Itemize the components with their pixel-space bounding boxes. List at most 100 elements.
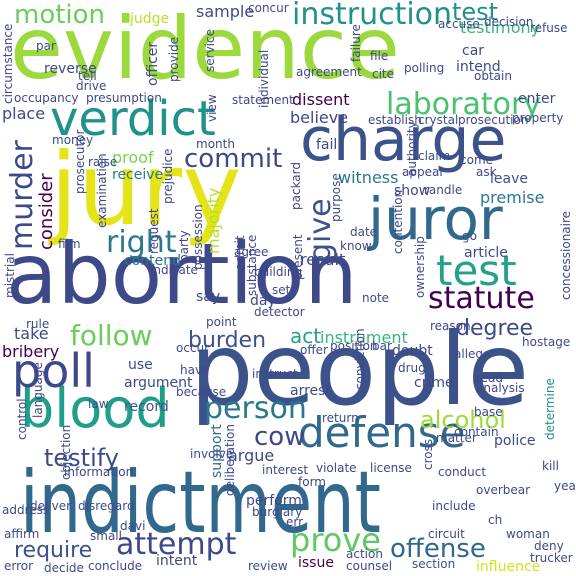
word-circuit: circuit: [428, 527, 465, 541]
word-claim: claim: [418, 149, 451, 163]
word-prejudice: prejudice: [161, 148, 175, 204]
word-return: return: [322, 411, 359, 425]
word-issue: issue: [298, 555, 334, 571]
word-law: law: [88, 397, 109, 411]
word-enter: enter: [518, 91, 556, 107]
word-control: control: [15, 398, 29, 440]
word-deliberation: deliberation: [223, 424, 237, 496]
word-charge: charge: [300, 105, 507, 175]
word-reverse: reverse: [44, 61, 97, 77]
word-prove: prove: [290, 521, 381, 559]
word-cow: cow: [254, 422, 306, 452]
word-contend: contend: [124, 253, 181, 269]
word-people: people: [190, 311, 529, 428]
word-ownership: ownership: [413, 236, 427, 298]
word-allege: allege: [454, 347, 491, 361]
word-alcohol: alcohol: [420, 406, 506, 434]
word-consider: consider: [36, 173, 57, 250]
word-motion: motion: [14, 0, 106, 30]
word-come: come: [460, 153, 494, 167]
word-year: year: [554, 479, 576, 493]
word-circumstance: circumstance: [1, 23, 15, 104]
word-indicate: indicate: [150, 263, 198, 277]
word-evidence: evidence: [10, 0, 400, 99]
word-contention: contention: [391, 189, 405, 254]
word-dissent: dissent: [292, 90, 350, 109]
word-admit: admit: [233, 235, 247, 270]
word-accuse: accuse: [438, 17, 480, 31]
word-premise: premise: [480, 188, 545, 207]
word-randle: randle: [424, 183, 463, 197]
word-proof: proof: [112, 148, 154, 167]
word-statute: statute: [428, 281, 535, 316]
word-detector: detector: [254, 305, 305, 319]
word-burglary: burglary: [252, 505, 303, 519]
word-appear: appear: [402, 165, 445, 179]
word-analysis: analysis: [476, 381, 525, 395]
word-doubt: doubt: [392, 343, 433, 359]
word-davi: davi: [120, 519, 146, 533]
word-say: say: [196, 289, 221, 305]
word-conviction: conviction: [353, 328, 367, 390]
word-violate: violate: [316, 461, 357, 475]
word-poll: poll: [12, 344, 95, 398]
word-rule: rule: [26, 317, 50, 331]
word-involve: involve: [190, 447, 234, 461]
word-crystal: crystal: [418, 113, 459, 127]
word-service: service: [203, 29, 217, 72]
word-party: party: [177, 230, 191, 262]
word-ask: ask: [476, 165, 497, 179]
word-month: month: [196, 137, 235, 151]
word-overbear: overbear: [476, 483, 531, 497]
word-argue: argue: [228, 446, 275, 465]
word-leave: leave: [490, 171, 528, 187]
word-counsel: counsel: [346, 559, 393, 573]
word-have: have: [180, 363, 210, 377]
word-sample: sample: [196, 2, 255, 21]
word-base: base: [474, 405, 503, 419]
word-include: include: [432, 499, 476, 513]
word-murder: murder: [5, 140, 40, 250]
word-person: person: [204, 391, 307, 426]
word-hostage: hostage: [522, 335, 571, 349]
word-position: position: [330, 339, 378, 353]
word-influence: influence: [476, 559, 541, 575]
word-error: error: [4, 559, 34, 573]
word-officer: officer: [145, 41, 161, 86]
word-intent: intent: [156, 553, 198, 569]
word-abortion: abortion: [6, 225, 358, 323]
word-presumption: presumption: [86, 91, 162, 105]
word-address: address: [2, 503, 50, 517]
word-judge: judge: [130, 11, 170, 27]
word-conduct: conduct: [438, 465, 487, 479]
word-determine: determine: [543, 378, 557, 440]
word-conclude: conclude: [88, 559, 143, 573]
word-offense: offense: [390, 534, 486, 564]
word-occupancy: occupancy: [14, 91, 79, 105]
word-note: note: [362, 291, 390, 305]
word-crime: crime: [414, 375, 454, 391]
word-require: require: [14, 538, 93, 563]
word-use: use: [128, 357, 153, 373]
word-fail: fail: [316, 137, 338, 153]
word-establish: establish: [368, 113, 422, 127]
word-arrest: arrest: [290, 383, 331, 399]
word-show: show: [394, 183, 431, 199]
word-review: review: [248, 559, 288, 573]
word-contain: contain: [454, 425, 499, 439]
word-examination: examination: [95, 153, 109, 228]
word-testify: testify: [44, 444, 119, 472]
word-concur: concur: [248, 1, 289, 15]
word-police: police: [494, 433, 536, 449]
word-small: small: [90, 529, 122, 543]
word-laboratory: laboratory: [386, 87, 542, 122]
word-verdict: verdict: [50, 91, 216, 147]
word-juror: juror: [368, 185, 503, 253]
word-defense: defense: [298, 408, 466, 457]
word-day: day: [250, 293, 276, 309]
word-disregard: disregard: [78, 499, 135, 513]
word-decide: decide: [44, 561, 84, 575]
word-degree: degree: [456, 316, 534, 341]
word-jury: jury: [50, 131, 242, 248]
word-bar: bar: [372, 339, 392, 353]
